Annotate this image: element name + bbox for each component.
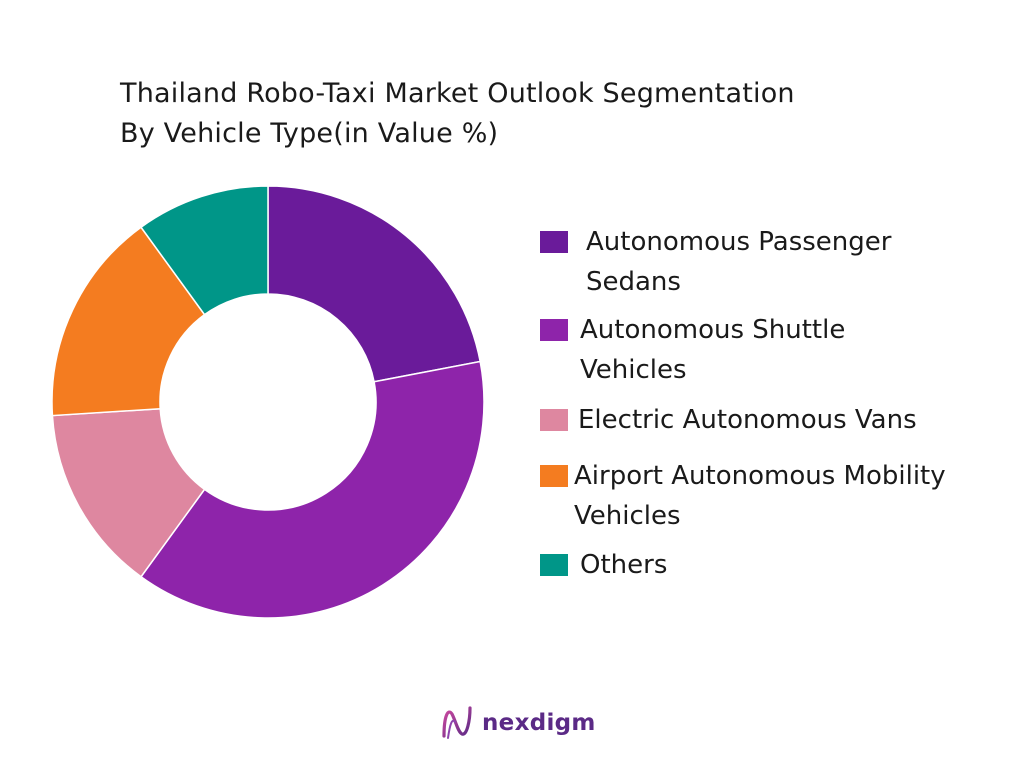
legend-swatch: [540, 409, 568, 431]
donut-chart: [51, 185, 485, 619]
logo-text: nexdigm: [482, 710, 596, 736]
chart-title: Thailand Robo-Taxi Market Outlook Segmen…: [120, 78, 795, 109]
legend-item-autonomous-shuttle-vehicles[interactable]: Autonomous Shuttle Vehicles: [540, 310, 845, 390]
slice-electric-autonomous-vans[interactable]: [51, 407, 206, 578]
legend-swatch: [540, 319, 568, 341]
slice-autonomous-passenger-sedans[interactable]: [267, 185, 482, 383]
legend-swatch: [540, 231, 568, 253]
legend-item-others[interactable]: Others: [540, 545, 667, 585]
legend-label: Electric Autonomous Vans: [578, 405, 917, 435]
legend-label: Autonomous Shuttle Vehicles: [580, 315, 846, 385]
nexdigm-logo-icon: [442, 706, 472, 739]
slice-others[interactable]: [139, 185, 269, 316]
chart-subtitle: By Vehicle Type(in Value %): [120, 118, 499, 149]
chart-title-block: Thailand Robo-Taxi Market Outlook Segmen…: [120, 74, 940, 154]
legend-swatch: [540, 554, 568, 576]
legend-item-airport-autonomous-mobility-vehicles[interactable]: Airport Autonomous Mobility Vehicles: [540, 456, 946, 536]
nexdigm-logo: nexdigm: [440, 704, 596, 742]
legend-item-autonomous-passenger-sedans[interactable]: Autonomous Passenger Sedans: [540, 222, 891, 302]
legend-swatch: [540, 465, 568, 487]
slice-autonomous-shuttle-vehicles[interactable]: [139, 360, 485, 619]
legend-label: Autonomous Passenger Sedans: [586, 227, 892, 297]
legend-label: Others: [580, 550, 668, 580]
legend-label: Airport Autonomous Mobility Vehicles: [574, 461, 946, 531]
legend-item-electric-autonomous-vans[interactable]: Electric Autonomous Vans: [540, 400, 917, 440]
slice-airport-autonomous-mobility-vehicles[interactable]: [51, 226, 206, 417]
